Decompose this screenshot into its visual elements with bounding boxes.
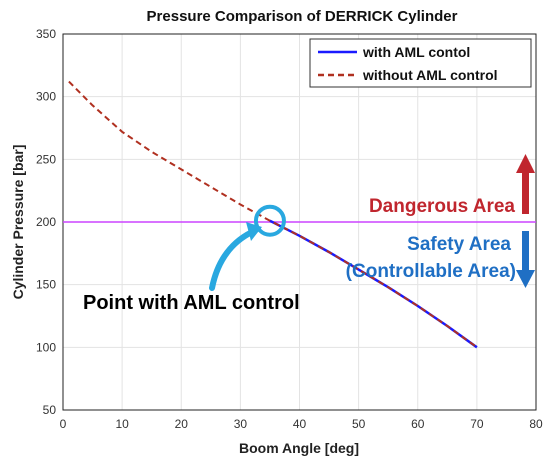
series-line-without-aml: [68, 80, 478, 349]
x-tick-label: 50: [352, 417, 366, 431]
safety-area-label: Safety Area: [407, 234, 511, 255]
point-with-aml-label: Point with AML control: [83, 292, 300, 314]
series: [68, 80, 478, 349]
curved-arrow-icon: [209, 229, 255, 291]
highlight-circle: [253, 204, 286, 237]
x-tick-label: 0: [60, 417, 67, 431]
legend-box: [309, 38, 532, 88]
y-tick-labels: 50 100 150 200 250 300 350: [36, 27, 56, 417]
x-tick-label: 60: [411, 417, 425, 431]
y-tick-label: 50: [43, 403, 57, 417]
chart-title: Pressure Comparison of DERRICK Cylinder: [147, 8, 458, 25]
legend: with AML contol without AML control: [309, 38, 532, 88]
x-tick-labels: 0 10 20 30 40 50 60 70 80: [60, 417, 543, 431]
x-axis-label: Boom Angle [deg]: [239, 440, 359, 456]
up-arrow-icon: [516, 154, 535, 214]
annotations: Dangerous Area Safety Area (Controllable…: [83, 154, 535, 314]
y-tick-label: 100: [36, 340, 56, 354]
curved-arrow-head-icon: [246, 222, 262, 241]
x-tick-label: 20: [175, 417, 189, 431]
x-tick-label: 40: [293, 417, 307, 431]
legend-label-without-aml: without AML control: [362, 67, 498, 83]
y-tick-label: 250: [36, 152, 56, 166]
y-axis-label: Cylinder Pressure [bar]: [10, 145, 26, 300]
dangerous-area-label: Dangerous Area: [369, 196, 515, 217]
x-tick-label: 10: [115, 417, 129, 431]
down-arrow-icon: [516, 231, 535, 288]
y-tick-label: 350: [36, 27, 56, 41]
x-tick-label: 80: [529, 417, 543, 431]
legend-label-with-aml: with AML contol: [362, 44, 470, 60]
y-tick-label: 200: [36, 215, 56, 229]
x-tick-label: 30: [234, 417, 248, 431]
controllable-area-label: (Controllable Area): [346, 261, 516, 282]
x-tick-label: 70: [470, 417, 484, 431]
y-tick-label: 300: [36, 90, 56, 104]
y-tick-label: 150: [36, 278, 56, 292]
